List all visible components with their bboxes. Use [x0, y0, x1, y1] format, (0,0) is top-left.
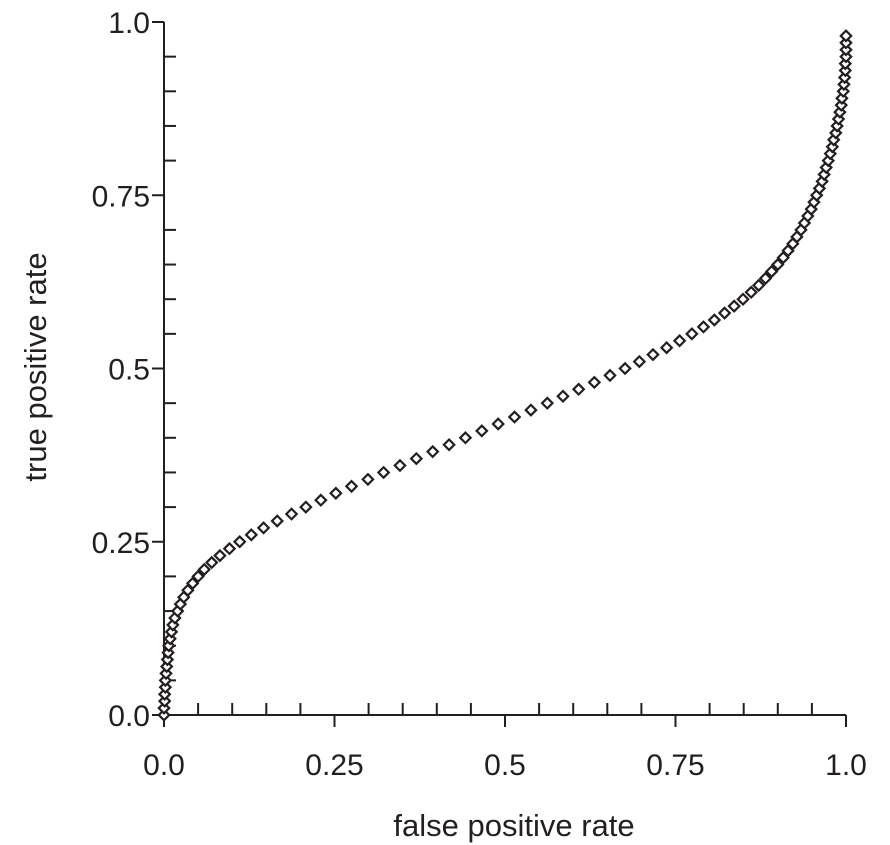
data-point: [160, 652, 175, 667]
data-point: [685, 327, 699, 341]
data-point: [834, 98, 848, 112]
data-point: [157, 708, 171, 722]
y-tick-label: 0.25: [92, 527, 150, 560]
data-point: [830, 119, 844, 133]
data-point: [157, 687, 172, 701]
data-point: [744, 285, 758, 300]
data-point: [618, 361, 632, 376]
data-markers: [157, 29, 853, 722]
data-point: [838, 63, 853, 78]
data-point: [157, 701, 171, 715]
data-point: [751, 278, 766, 293]
data-point: [314, 493, 328, 507]
data-point: [270, 514, 284, 528]
data-point: [475, 424, 489, 438]
data-point: [244, 528, 259, 542]
data-point: [393, 458, 407, 473]
data-point: [376, 465, 391, 480]
data-point: [256, 521, 271, 535]
data-point: [839, 36, 853, 50]
data-point: [197, 562, 211, 577]
y-tick-label: 0.0: [108, 700, 150, 733]
x-tick-label: 0.25: [305, 749, 363, 782]
x-tick-label: 0.0: [143, 749, 185, 782]
data-point: [603, 368, 617, 383]
data-point: [540, 396, 555, 410]
data-point: [836, 84, 851, 99]
data-point: [717, 306, 732, 320]
data-point: [442, 437, 456, 452]
data-point: [162, 638, 176, 653]
data-point: [458, 431, 473, 445]
data-point: [329, 486, 343, 500]
x-axis-title: false positive rate: [393, 808, 634, 843]
data-point: [507, 410, 522, 424]
x-tick-label: 0.5: [484, 749, 526, 782]
data-point: [159, 666, 173, 681]
data-point: [837, 77, 851, 92]
data-point: [524, 403, 538, 417]
x-axis: 0.0 0.25 0.5 0.75 1.0: [143, 703, 867, 782]
data-point: [707, 313, 722, 327]
x-tick-label: 1.0: [825, 749, 867, 782]
data-point: [839, 29, 853, 43]
data-point: [829, 126, 843, 140]
y-axis: 0.0 0.25 0.5 0.75 1.0: [92, 7, 176, 733]
x-tick-label: 0.75: [646, 749, 704, 782]
data-point: [191, 569, 205, 584]
data-point: [222, 541, 237, 556]
data-point: [646, 347, 660, 362]
data-point: [839, 42, 853, 57]
data-point: [831, 112, 846, 126]
data-point: [696, 320, 711, 334]
data-point: [204, 555, 219, 570]
data-point: [158, 680, 173, 695]
data-point: [185, 576, 200, 591]
y-tick-label: 1.0: [108, 7, 150, 40]
data-point: [839, 49, 853, 64]
data-point: [659, 340, 674, 355]
data-point: [758, 271, 773, 286]
data-point: [409, 451, 424, 466]
data-point: [491, 417, 505, 431]
data-point: [361, 472, 375, 487]
data-point: [425, 444, 440, 459]
data-point: [764, 264, 779, 279]
data-point: [727, 299, 741, 313]
data-point: [587, 375, 602, 390]
data-point: [232, 534, 247, 549]
data-point: [164, 625, 179, 639]
y-axis-title: true positive rate: [18, 252, 53, 481]
data-point: [771, 257, 785, 272]
data-point: [632, 354, 647, 369]
data-point: [157, 694, 172, 708]
data-point: [163, 632, 177, 646]
data-point: [672, 334, 687, 348]
y-tick-label: 0.75: [92, 180, 150, 213]
data-point: [835, 91, 849, 105]
data-point: [299, 500, 313, 514]
y-tick-label: 0.5: [108, 354, 150, 387]
data-point: [284, 507, 299, 521]
data-point: [344, 479, 359, 494]
data-point: [213, 548, 227, 563]
data-point: [736, 292, 750, 306]
data-point: [556, 389, 570, 403]
data-point: [833, 105, 847, 119]
data-point: [571, 382, 586, 397]
